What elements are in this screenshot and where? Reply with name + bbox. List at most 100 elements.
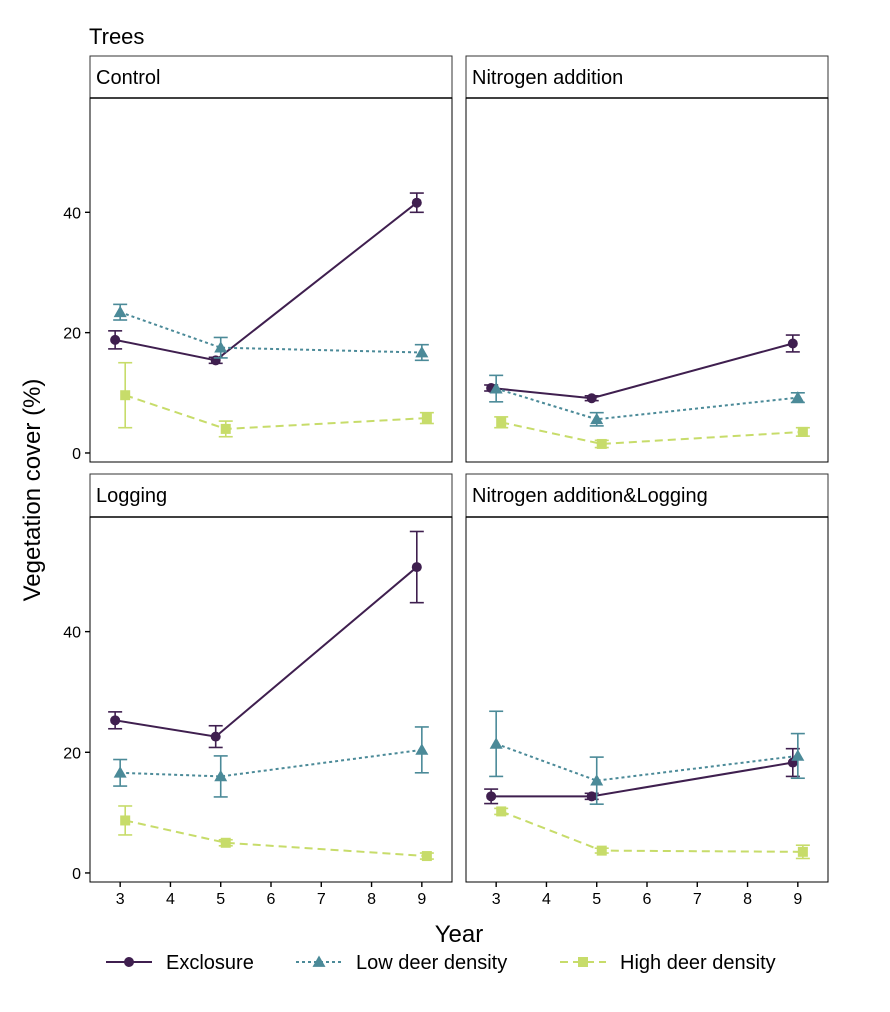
panel: Nitrogen addition	[465, 55, 829, 463]
data-point	[411, 197, 422, 208]
data-point	[210, 355, 221, 366]
series-triangle	[113, 303, 429, 362]
x-tick-label: 6	[643, 891, 652, 908]
series-line	[495, 742, 798, 782]
data-point	[797, 846, 808, 857]
data-point	[596, 438, 607, 449]
data-point	[590, 774, 604, 786]
data-point	[421, 851, 432, 862]
data-point	[220, 837, 231, 848]
series-line	[114, 201, 418, 362]
y-tick-label: 40	[63, 625, 81, 642]
data-point	[415, 345, 429, 358]
x-tick-label: 5	[592, 891, 601, 908]
series-line	[500, 810, 803, 853]
panel: Control 0 20 40	[63, 55, 453, 463]
series-circle	[108, 530, 424, 749]
legend-key-triangle	[312, 955, 326, 967]
panel-frame	[89, 97, 453, 463]
data-point	[486, 791, 497, 802]
panel: Logging 0 20 40 3 4 5 6 7 8 9	[63, 473, 453, 908]
series-circle	[484, 334, 800, 404]
data-point	[489, 382, 503, 394]
panel-title: Nitrogen addition	[472, 67, 623, 89]
data-point	[787, 338, 798, 349]
series-square	[118, 361, 434, 438]
y-tick-label: 0	[72, 866, 81, 883]
y-tick-label: 0	[72, 446, 81, 463]
data-point	[596, 845, 607, 856]
panel-title: Nitrogen addition&Logging	[472, 485, 708, 507]
panel-strip	[89, 55, 453, 99]
x-tick-label: 7	[693, 891, 702, 908]
y-axis-title: Vegetation cover (%)	[19, 379, 46, 602]
x-tick-label: 3	[116, 891, 125, 908]
x-tick-label: 6	[267, 891, 276, 908]
series-line	[120, 748, 422, 778]
data-point	[113, 766, 127, 778]
series-line	[491, 761, 793, 798]
panel-strip	[465, 473, 829, 518]
x-axis-title: Year	[435, 921, 484, 948]
x-tick-label: 7	[317, 891, 326, 908]
x-tick-label: 3	[492, 891, 501, 908]
x-tick-label: 4	[542, 891, 551, 908]
data-point	[586, 791, 597, 802]
x-tick-label: 8	[367, 891, 376, 908]
data-point	[797, 426, 808, 437]
series-square	[118, 805, 434, 862]
data-point	[210, 731, 221, 742]
data-point	[496, 806, 507, 817]
legend: Exclosure Low deer density High deer densi…	[106, 952, 776, 974]
data-point	[586, 393, 597, 404]
data-point	[791, 391, 805, 403]
data-point	[110, 715, 121, 726]
series-line	[114, 566, 418, 738]
panel-title: Control	[96, 67, 160, 89]
data-point	[214, 769, 228, 782]
panel-frame	[89, 516, 453, 883]
data-point	[220, 423, 231, 434]
x-tick-label: 9	[793, 891, 802, 908]
y-tick-label: 40	[63, 205, 81, 222]
series-line	[124, 819, 427, 858]
data-point	[110, 334, 121, 345]
data-point	[411, 562, 422, 573]
panel-frame	[465, 97, 829, 463]
x-tick-label: 8	[743, 891, 752, 908]
x-tick-label: 9	[417, 891, 426, 908]
legend-label: Exclosure	[166, 952, 254, 974]
data-point	[214, 341, 228, 353]
panel-frame	[465, 516, 829, 883]
series-line	[124, 394, 427, 430]
data-point	[590, 412, 604, 425]
data-point	[415, 743, 429, 755]
legend-label: High deer density	[620, 952, 776, 974]
y-tick-label: 20	[63, 745, 81, 762]
data-point	[113, 305, 127, 318]
series-triangle	[113, 726, 429, 798]
series-triangle	[489, 710, 805, 805]
series-line	[119, 311, 422, 354]
chart-title: Trees	[89, 24, 144, 49]
panel: Nitrogen addition&Logging 3 4 5 6 7 8 9	[465, 473, 829, 908]
legend-key-square	[578, 957, 588, 967]
legend-key-circle	[124, 957, 134, 967]
panels: Control 0 20 40 Nitrogen addition Logging 0 20 4…	[63, 55, 829, 908]
series-line	[500, 421, 803, 445]
data-point	[120, 390, 131, 401]
data-point	[791, 749, 805, 761]
x-tick-label: 5	[216, 891, 225, 908]
data-point	[489, 737, 503, 749]
x-tick-label: 4	[166, 891, 175, 908]
panel-strip	[89, 473, 453, 518]
series-circle	[108, 192, 424, 366]
series-square	[494, 416, 810, 449]
panel-title: Logging	[96, 485, 167, 507]
y-tick-label: 20	[63, 326, 81, 343]
legend-label: Low deer density	[356, 952, 507, 974]
series-triangle	[489, 374, 805, 427]
data-point	[120, 815, 131, 826]
series-square	[494, 806, 810, 860]
